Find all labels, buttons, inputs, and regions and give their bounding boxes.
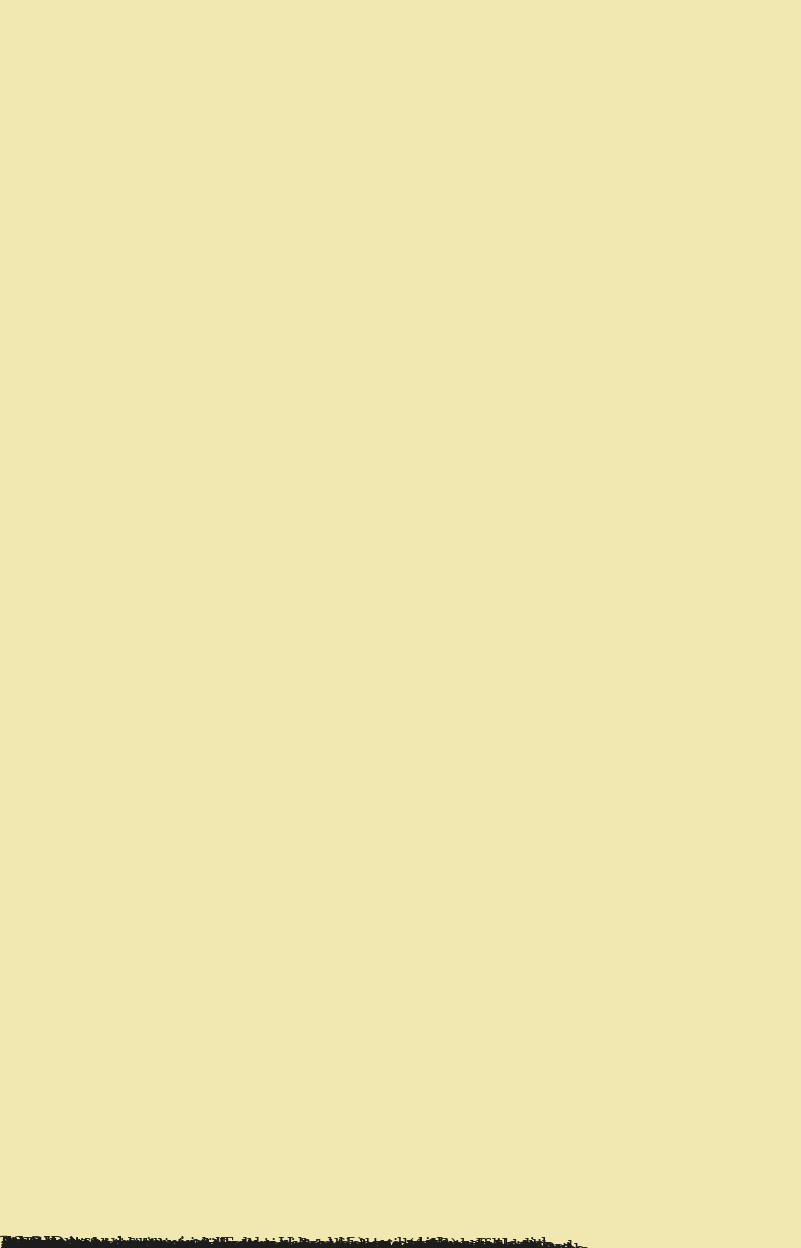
Text: This test must be applied to a cold solution ; a con-: This test must be applied to a cold solu… (2, 1239, 491, 1248)
Text: duced by the nitric acid.  A: duced by the nitric acid. A (1, 1238, 263, 1248)
Text: less, but it generally has a yellow colour caused by the pre-: less, but it generally has a yellow colo… (1, 1244, 563, 1248)
Text: If additional evidence of the presence of nitric acid: If additional evidence of the presence o… (2, 1242, 491, 1248)
Text: when cold, may be mixed with about an equal volume of con-: when cold, may be mixed with about an eq… (1, 1243, 579, 1248)
Text: itself (nitric anhydride) is extremely: itself (nitric anhydride) is extremely (3, 1244, 350, 1248)
Text: oxygen from the nitric acid, in order to convert another part: oxygen from the nitric acid, in order to… (1, 1241, 573, 1248)
Text: (100).: (100). (1, 1237, 58, 1248)
Text: when heated,: when heated, (6, 1237, 139, 1248)
Text: A: A (2, 1237, 21, 1248)
Text: of the sulphate of iron (ferrous sulphate) into the persulphate: of the sulphate of iron (ferrous sulphat… (1, 1242, 586, 1248)
Text: the nitric acid liberated by the sulphuric acid.*: the nitric acid liberated by the sulphur… (1, 1243, 445, 1248)
Text: 88: 88 (1, 1236, 25, 1248)
Text: precipitate becoming brown when heated with: precipitate becoming brown when heated w… (2, 1237, 450, 1248)
Text: precipitate indicates chromic: precipitate indicates chromic (4, 1238, 287, 1248)
Text: 108.: 108. (2, 1242, 57, 1248)
Text: white: white (2, 1237, 54, 1248)
Text: sulphuric acid must be poured slowly in, so that the bulk: sulphuric acid must be poured slowly in,… (1, 1239, 539, 1248)
Text: will be produced by the deoxidizing effect of the copper upon: will be produced by the deoxidizing effe… (1, 1243, 583, 1248)
Text: 109.: 109. (2, 1244, 57, 1248)
Text: or: or (5, 1237, 37, 1248)
Text: added, and heat applied, when brown fumes of nitric peroxide: added, and heat applied, when brown fume… (1, 1243, 590, 1248)
Text: centrated sulphuric acid, a few copper filings or clippings: centrated sulphuric acid, a few copper f… (1, 1243, 549, 1248)
Text: of it may sink to the bottom of the tube, for if much heat be: of it may sink to the bottom of the tube… (1, 1239, 565, 1248)
Text: acid (120).: acid (120). (1, 1239, 103, 1248)
Text: precipitate becoming: precipitate becoming (2, 1237, 215, 1248)
Text: when perfectly pure, is colour-: when perfectly pure, is colour- (4, 1244, 300, 1248)
Text: dissolve it at first, is ferrocyanide of silver (113).  If the: dissolve it at first, is ferrocyanide of… (1, 1238, 526, 1248)
Text: indicative of nitric acid will be decomposed.  This brown: indicative of nitric acid will be decomp… (1, 1241, 536, 1248)
Text: brown: brown (4, 1237, 65, 1248)
Text: compound contains sulphate of iron, in combination with: compound contains sulphate of iron, in c… (1, 1241, 541, 1248)
Text: Concentrated Nitric Acid,: Concentrated Nitric Acid, (2, 1244, 247, 1248)
Text: (ferric sulphate).: (ferric sulphate). (1, 1242, 160, 1248)
Text: sence of nitric peroxide.  It fumes in air, stains the skin: sence of nitric peroxide. It fumes in ai… (1, 1246, 523, 1248)
Text: black: black (5, 1237, 56, 1248)
Text: 107.: 107. (2, 1239, 57, 1248)
Text: uncommon, except in combination with water.: uncommon, except in combination with wat… (1, 1244, 438, 1248)
Text: produced by its mixing with the water, the brown compound: produced by its mixing with the water, t… (1, 1241, 574, 1248)
Text: Nitric Acid: Nitric Acid (2, 1244, 105, 1248)
Text: nitric oxide which has been formed by the abstraction of: nitric oxide which has been formed by th… (1, 1241, 537, 1248)
Text: red: red (3, 1238, 36, 1248)
Text: siderable quantity of sulphate of iron is necessary, and the: siderable quantity of sulphate of iron i… (1, 1239, 555, 1248)
Text: nitric acid, and then dissolving in ammonia which failed to: nitric acid, and then dissolving in ammo… (1, 1238, 555, 1248)
Text: NITRIC ACID.: NITRIC ACID. (0, 1236, 70, 1248)
Text: nitrate of silver be not in excess, a blue colour may be pro-: nitrate of silver be not in excess, a bl… (1, 1238, 559, 1248)
Text: white: white (2, 1237, 54, 1248)
Text: A: A (2, 1237, 21, 1248)
Text: be required, the original substance, or even the solution,: be required, the original substance, or … (1, 1242, 541, 1248)
Text: indicates boracic acid (Table H. col. 5) or sulphurous acid: indicates boracic acid (Table H. col. 5)… (1, 1237, 547, 1248)
